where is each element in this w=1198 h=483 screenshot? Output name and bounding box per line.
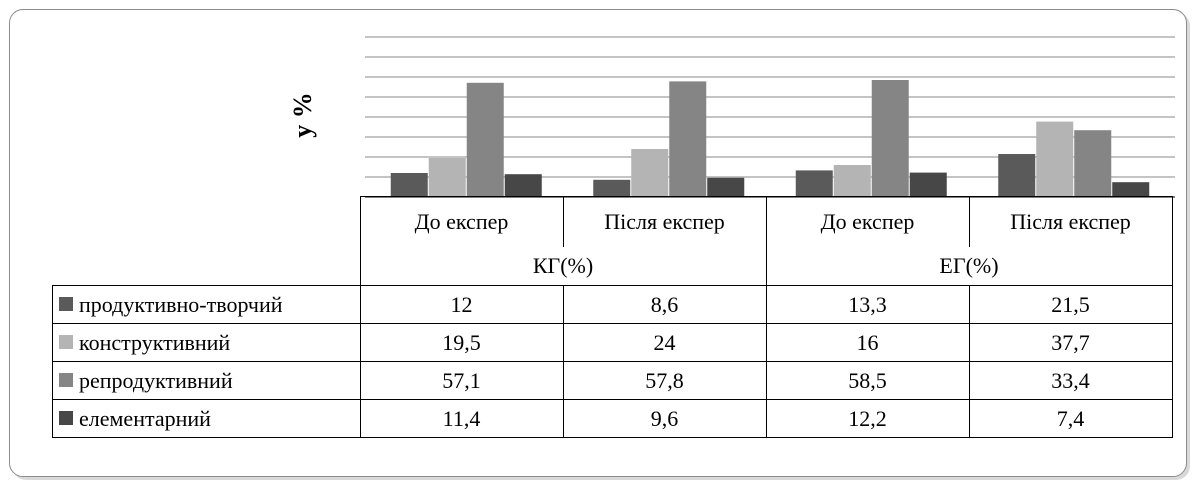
legend-entry: конструктивний — [52, 323, 361, 362]
bar — [504, 174, 542, 197]
data-cell: 57,8 — [562, 361, 767, 400]
data-cell: 9,6 — [562, 399, 767, 438]
bar — [428, 158, 466, 197]
legend-swatch — [59, 334, 73, 349]
table-row: продуктивно-творчий 12 8,6 13,3 21,5 — [52, 285, 1173, 324]
category-label: Після експер — [562, 196, 767, 247]
bar — [871, 80, 909, 197]
table-row: конструктивний 19,5 24 16 37,7 — [52, 323, 1173, 362]
y-axis-label-text: у % — [287, 92, 317, 138]
bar — [1112, 182, 1150, 197]
data-cell: 16 — [765, 323, 970, 362]
data-table: До експер Після експер До експер Після експ… — [52, 196, 1173, 438]
table-row: елементарний 11,4 9,6 12,2 7,4 — [52, 399, 1173, 438]
data-cell: 19,5 — [359, 323, 564, 362]
bar — [390, 173, 428, 197]
bar — [593, 179, 631, 197]
table-row: репродуктивний 57,1 57,8 58,5 33,4 — [52, 361, 1173, 400]
table-corner — [53, 247, 361, 286]
bar — [1074, 130, 1112, 197]
category-label: Після експер — [968, 196, 1173, 247]
data-cell: 21,5 — [968, 285, 1173, 324]
bar — [466, 82, 504, 197]
category-label: До експер — [765, 196, 970, 247]
data-cell: 58,5 — [765, 361, 970, 400]
data-cell: 12,2 — [765, 399, 970, 438]
bar — [631, 149, 669, 197]
data-cell: 37,7 — [968, 323, 1173, 362]
bar — [998, 154, 1036, 197]
table-corner — [53, 197, 361, 248]
data-cell: 13,3 — [765, 285, 970, 324]
legend-label: елементарний — [79, 405, 211, 431]
group-label: ЕГ(%) — [765, 247, 1173, 286]
data-cell: 57,1 — [359, 361, 564, 400]
table-row-categories: До експер Після експер До експер Після експ… — [53, 196, 1173, 248]
data-cell: 24 — [562, 323, 767, 362]
data-cell: 7,4 — [968, 399, 1173, 438]
legend-label: продуктивно-творчий — [79, 291, 283, 317]
data-cell: 12 — [359, 285, 564, 324]
bar — [833, 165, 871, 197]
legend-entry: елементарний — [52, 399, 361, 438]
bar — [1036, 121, 1074, 197]
legend-label: репродуктивний — [79, 367, 233, 393]
bar — [707, 177, 745, 197]
bar — [909, 172, 947, 197]
legend-swatch — [59, 372, 73, 387]
bar — [669, 81, 707, 197]
bar — [795, 170, 833, 197]
group-label: КГ(%) — [359, 247, 767, 286]
data-cell: 11,4 — [359, 399, 564, 438]
legend-swatch — [59, 410, 73, 425]
y-axis-label: у % — [280, 92, 320, 190]
category-label: До експер — [359, 196, 564, 247]
table-row-groups: КГ(%) ЕГ(%) — [53, 247, 1173, 286]
data-cell: 33,4 — [968, 361, 1173, 400]
data-cell: 8,6 — [562, 285, 767, 324]
legend-swatch — [59, 296, 73, 311]
legend-entry: продуктивно-творчий — [52, 285, 361, 324]
legend-label: конструктивний — [79, 329, 231, 355]
legend-entry: репродуктивний — [52, 361, 361, 400]
